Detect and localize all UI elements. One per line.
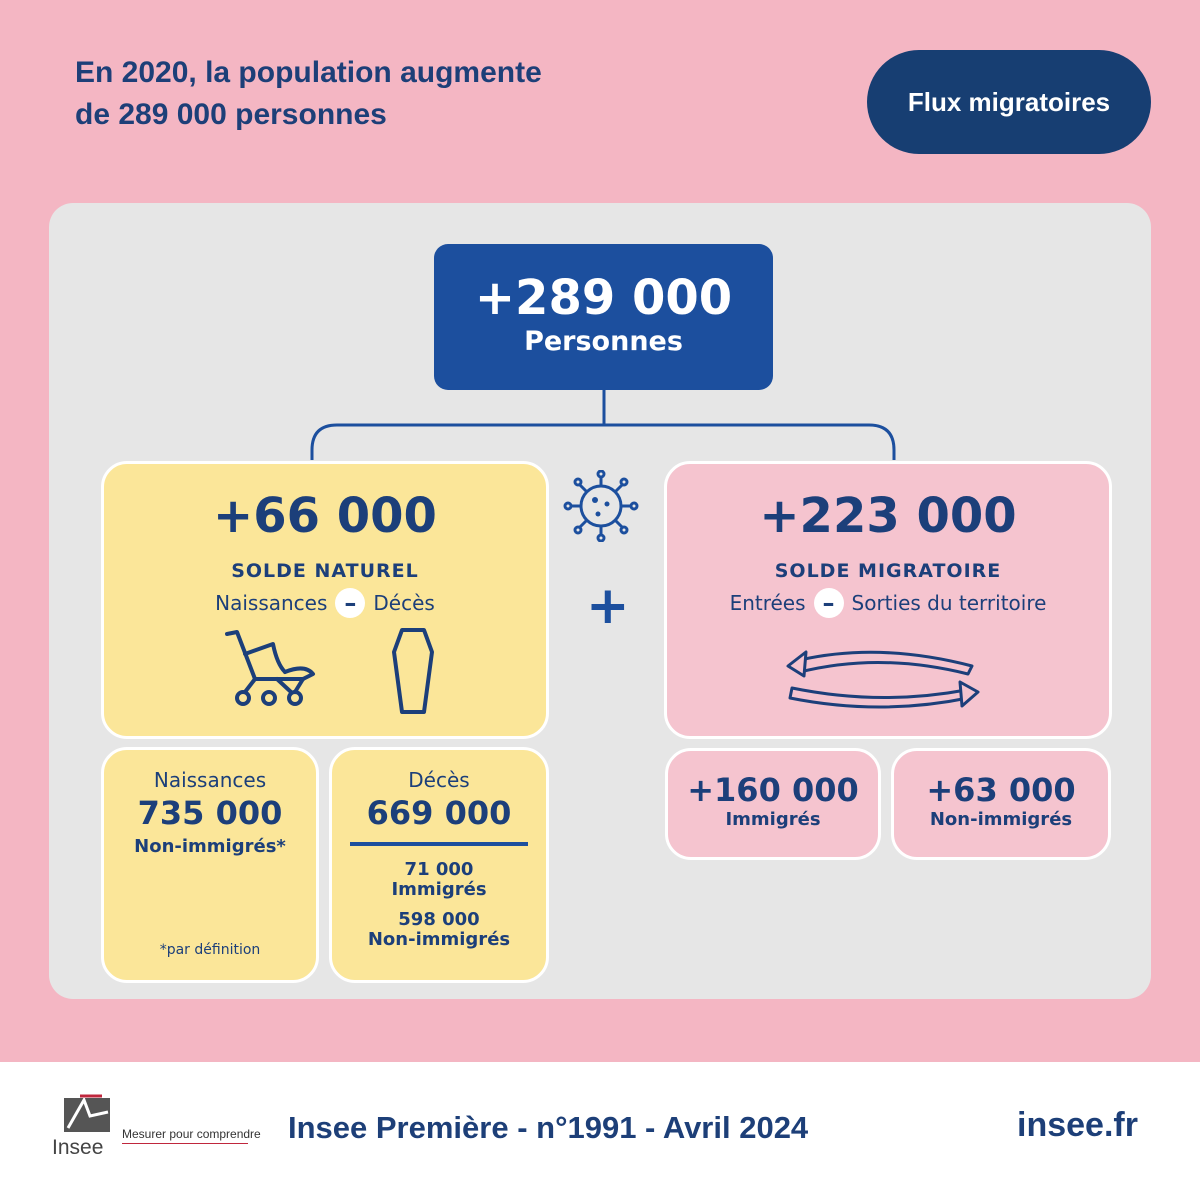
births-footnote: *par définition bbox=[159, 942, 261, 958]
deaths-divider bbox=[350, 842, 528, 846]
births-label: Naissances bbox=[153, 768, 267, 792]
title-line-1: En 2020, la population augmente bbox=[75, 56, 542, 89]
births-value: 735 000 bbox=[137, 794, 283, 832]
minus-sign: – bbox=[335, 588, 366, 618]
natural-balance-card: +66 000 SOLDE NATUREL Naissances – Décès bbox=[101, 461, 549, 739]
total-label: Personnes bbox=[524, 326, 683, 357]
virus-icon bbox=[563, 470, 639, 542]
entries-term: Entrées bbox=[729, 591, 806, 615]
total-box: +289 000 Personnes bbox=[434, 244, 773, 390]
migratory-value: +223 000 bbox=[759, 488, 1017, 544]
natural-label: SOLDE NATUREL bbox=[231, 560, 419, 582]
deaths-card: Décès 669 000 71 000 Immigrés 598 000 No… bbox=[329, 747, 549, 983]
births-card: Naissances 735 000 Non-immigrés* *par dé… bbox=[101, 747, 319, 983]
immigrants-label: Immigrés bbox=[725, 809, 821, 830]
births-term: Naissances bbox=[215, 591, 328, 615]
deaths-label: Décès bbox=[408, 768, 470, 792]
insee-logo-icon bbox=[64, 1094, 110, 1132]
page-title: En 2020, la population augmente de 289 0… bbox=[75, 52, 795, 136]
minus-sign: – bbox=[813, 588, 844, 618]
stroller-icon bbox=[225, 630, 315, 706]
migratory-label: SOLDE MIGRATOIRE bbox=[774, 560, 1002, 582]
immigrants-card: +160 000 Immigrés bbox=[665, 748, 881, 860]
non-immigrants-card: +63 000 Non-immigrés bbox=[891, 748, 1111, 860]
exits-term: Sorties du territoire bbox=[851, 591, 1047, 615]
site-link[interactable]: insee.fr bbox=[1017, 1106, 1138, 1144]
insee-tagline: Mesurer pour comprendre bbox=[122, 1127, 261, 1144]
coffin-icon bbox=[392, 628, 434, 714]
insee-logo-text: Insee bbox=[52, 1136, 104, 1159]
natural-formula: Naissances – Décès bbox=[104, 588, 546, 618]
migratory-balance-card: +223 000 SOLDE MIGRATOIRE Entrées – Sort… bbox=[664, 461, 1112, 739]
non-immigrants-label: Non-immigrés bbox=[929, 809, 1073, 830]
migratory-formula: Entrées – Sorties du territoire bbox=[667, 588, 1109, 618]
title-line-2: de 289 000 personnes bbox=[75, 98, 387, 131]
deaths-immigrants-label: Immigrés bbox=[391, 879, 487, 900]
publication-reference: Insee Première - n°1991 - Avril 2024 bbox=[288, 1110, 809, 1145]
immigrants-value: +160 000 bbox=[687, 771, 859, 809]
births-subtitle: Non-immigrés* bbox=[134, 836, 286, 857]
non-immigrants-value: +63 000 bbox=[926, 771, 1076, 809]
tagline-underline bbox=[122, 1143, 248, 1144]
plus-sign: + bbox=[586, 576, 630, 636]
deaths-term: Décès bbox=[373, 591, 435, 615]
connector-lines bbox=[310, 390, 896, 460]
deaths-value: 669 000 bbox=[366, 794, 512, 832]
total-value: +289 000 bbox=[474, 270, 733, 326]
topic-tag: Flux migratoires bbox=[867, 50, 1151, 154]
exchange-arrows-icon bbox=[786, 650, 980, 709]
deaths-non-immigrants-value: 598 000 bbox=[398, 909, 480, 930]
deaths-immigrants-value: 71 000 bbox=[404, 859, 474, 880]
deaths-non-immigrants-label: Non-immigrés bbox=[367, 929, 511, 950]
natural-value: +66 000 bbox=[213, 488, 437, 544]
